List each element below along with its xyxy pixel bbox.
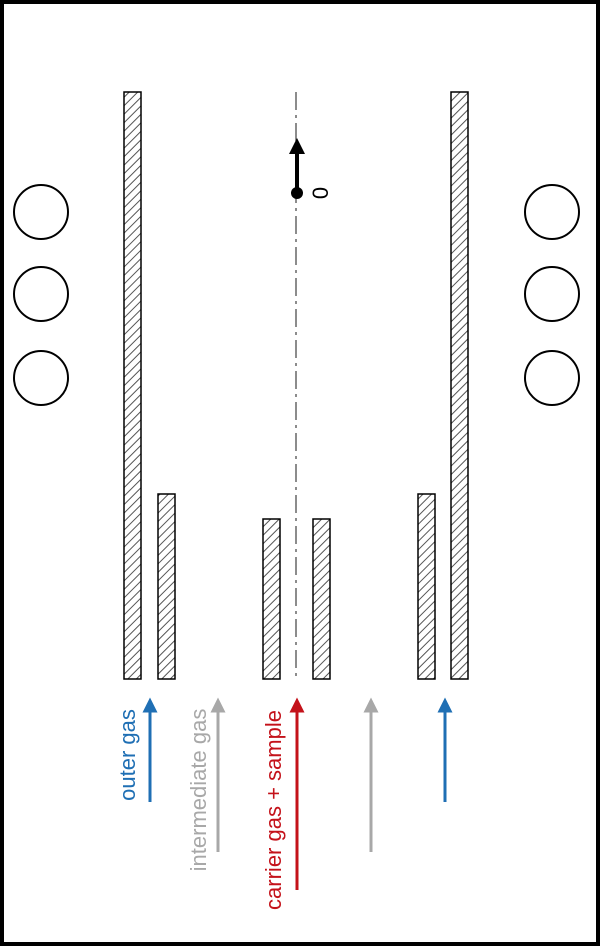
intermediate-tube-right-wall	[417, 493, 436, 680]
origin-label: 0	[308, 187, 333, 199]
coil-turn	[524, 184, 580, 240]
intermediate-gas-label: intermediate gas	[186, 709, 211, 872]
coil-turn	[13, 350, 69, 406]
outer-tube-right-wall	[450, 91, 469, 680]
coil-turn	[13, 266, 69, 322]
intermediate-tube-left-wall	[157, 493, 176, 680]
coil-turn	[524, 350, 580, 406]
induction-coil-right	[524, 184, 580, 406]
coil-turn	[13, 184, 69, 240]
origin-point	[291, 187, 303, 199]
outer-tube-left-wall	[123, 91, 142, 680]
carrier-gas-sample-label: carrier gas + sample	[261, 710, 286, 910]
outer-gas-label: outer gas	[115, 709, 140, 801]
injector-tube-left-wall	[262, 518, 281, 680]
induction-coil-left	[13, 184, 69, 406]
coil-turn	[524, 266, 580, 322]
injector-tube-right-wall	[312, 518, 331, 680]
